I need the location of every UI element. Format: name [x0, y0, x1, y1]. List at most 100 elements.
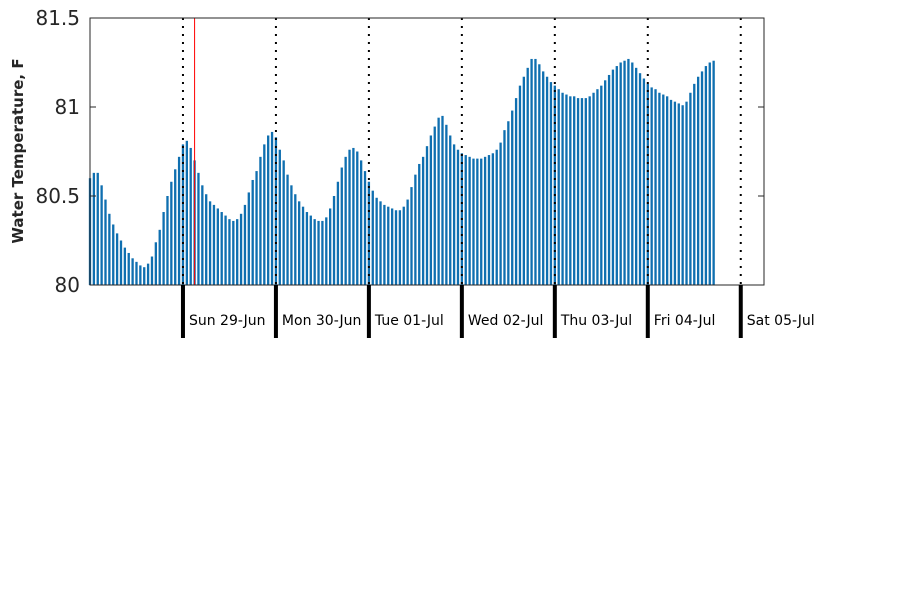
bar — [607, 74, 611, 286]
bar — [146, 263, 150, 285]
bar — [615, 66, 618, 285]
bar — [177, 156, 181, 285]
bar — [642, 78, 646, 286]
bar — [487, 155, 491, 285]
bar — [402, 206, 405, 285]
bar — [367, 181, 371, 285]
bar — [631, 62, 634, 285]
bar — [115, 233, 119, 285]
bar — [379, 201, 382, 285]
bar — [476, 158, 479, 285]
bar — [542, 71, 545, 286]
bar — [604, 80, 607, 285]
bar — [406, 199, 409, 285]
day-label: Wed 02-Jul — [468, 313, 544, 329]
bar — [162, 212, 165, 285]
day-label-ticks: Sun 29-Jun Mon 30-Jun Tue 01-Jul Wed 02-Jul… — [180, 285, 815, 338]
bar — [336, 181, 340, 285]
bar — [588, 96, 591, 285]
bar — [96, 172, 99, 285]
day-label: Thu 03-Jul — [560, 313, 632, 329]
bar — [522, 76, 525, 286]
bar — [201, 185, 204, 285]
bar — [278, 149, 281, 285]
bar — [359, 160, 363, 285]
bar — [592, 92, 595, 285]
bar — [158, 229, 161, 285]
bar — [437, 117, 440, 286]
bar — [375, 197, 378, 285]
bar — [545, 76, 549, 286]
bar — [553, 85, 556, 285]
y-tick-label: 80 — [55, 273, 80, 297]
bar — [205, 194, 208, 285]
bar — [576, 98, 580, 285]
bar — [150, 256, 154, 285]
bar — [290, 185, 293, 285]
bar — [596, 89, 599, 285]
bar — [704, 66, 708, 285]
bar — [344, 156, 347, 285]
bar — [561, 92, 564, 285]
bar — [298, 201, 301, 285]
bar — [119, 240, 123, 285]
bar — [131, 258, 134, 285]
bar — [154, 242, 158, 285]
bar — [654, 89, 657, 285]
bar — [708, 62, 711, 285]
bar — [332, 196, 336, 285]
bar — [363, 171, 367, 285]
bar — [452, 144, 456, 285]
bar — [352, 147, 355, 285]
day-label: Sat 05-Jul — [747, 313, 815, 329]
y-tick-label: 81.5 — [35, 6, 80, 30]
bar — [348, 149, 351, 285]
bar — [220, 212, 223, 285]
bar — [224, 215, 227, 285]
bar — [340, 167, 343, 285]
bar — [208, 201, 212, 285]
bar — [239, 213, 243, 285]
bar — [232, 220, 235, 285]
bar — [282, 160, 285, 285]
bar — [646, 83, 649, 285]
bar — [677, 103, 680, 285]
bar — [557, 89, 560, 285]
bar — [387, 206, 390, 285]
bar — [573, 96, 576, 285]
y-tick-label: 81 — [55, 95, 80, 119]
bar — [174, 169, 177, 285]
bar — [580, 98, 584, 285]
bar — [390, 208, 394, 285]
bar — [421, 156, 425, 285]
bar — [425, 146, 429, 285]
bar — [693, 83, 696, 285]
bar — [170, 181, 173, 285]
bar — [181, 144, 185, 285]
bar — [514, 98, 518, 285]
bar — [104, 199, 107, 285]
y-tick-label: 80.5 — [35, 184, 80, 208]
bar — [635, 67, 638, 285]
bar — [685, 101, 688, 285]
bar — [309, 215, 312, 285]
bar — [143, 267, 146, 285]
bar — [286, 174, 289, 285]
bar — [92, 172, 96, 285]
bar — [565, 94, 568, 285]
bar — [503, 130, 506, 285]
bar — [538, 64, 541, 285]
bar — [123, 247, 127, 285]
bar — [135, 261, 138, 285]
bar — [325, 217, 328, 285]
bar — [414, 174, 417, 285]
day-label: Fri 04-Jul — [654, 313, 716, 329]
bar — [301, 206, 305, 285]
bar — [267, 135, 270, 285]
bar — [197, 172, 200, 285]
bar — [526, 67, 529, 285]
bar — [673, 101, 677, 285]
bar — [398, 210, 402, 285]
bar — [464, 155, 467, 285]
bar — [371, 190, 374, 285]
